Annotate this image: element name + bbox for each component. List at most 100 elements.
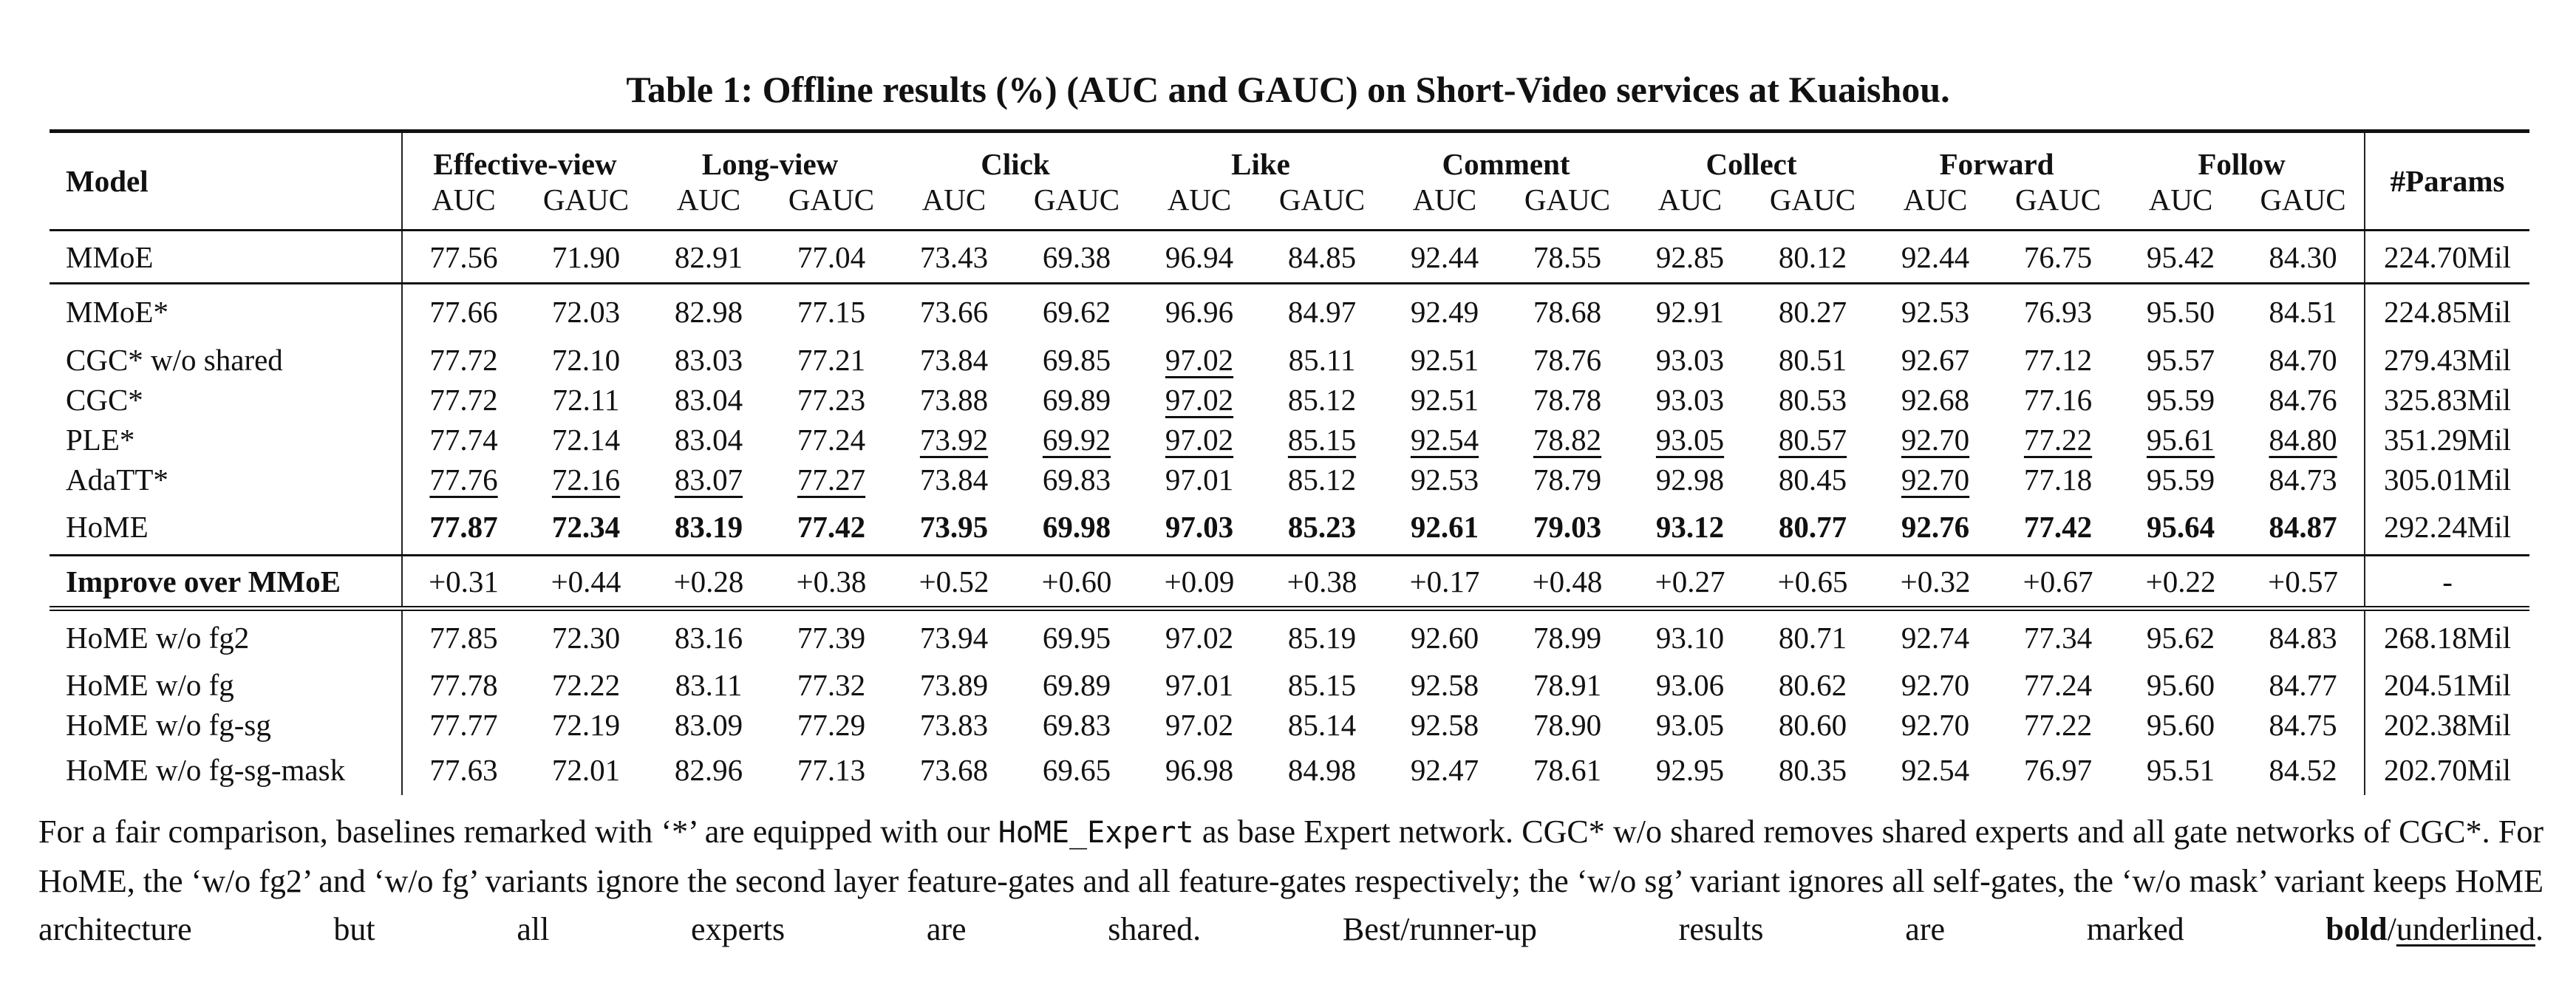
table-cell: 77.24: [1997, 665, 2119, 705]
table-cell: 77.27: [770, 460, 893, 499]
table-cell: 77.22: [1997, 420, 2119, 460]
table-cell: 80.27: [1751, 284, 1874, 340]
table-cell: 83.19: [647, 499, 770, 556]
metric-value: +0.38: [796, 564, 867, 599]
caption-code: HoME_Expert: [998, 816, 1194, 850]
table-cell: 85.15: [1261, 665, 1383, 705]
metric-value: 78.90: [1533, 707, 1602, 742]
metric-value: 80.53: [1778, 382, 1847, 417]
table-cell: 85.12: [1261, 380, 1383, 420]
metric-value: 92.91: [1655, 295, 1725, 330]
table-cell: 84.51: [2242, 284, 2365, 340]
table-cell: 69.83: [1015, 705, 1138, 745]
metric-value: 79.03: [1533, 509, 1602, 544]
metric-value: 83.09: [674, 707, 743, 742]
metric-value: 92.53: [1901, 295, 1970, 330]
params-value: 351.29Mil: [2364, 419, 2530, 460]
group-header: Like: [1231, 146, 1290, 181]
table-cell: 84.80: [2242, 420, 2365, 460]
table-cell: 92.51: [1383, 380, 1506, 420]
table-cell: 72.10: [525, 340, 647, 380]
model-name: PLE*: [50, 419, 403, 460]
metric-value: 96.94: [1165, 239, 1234, 274]
table-cell: 77.32: [770, 665, 893, 705]
metric-header: GAUC: [2014, 182, 2102, 216]
metric-value: 80.77: [1778, 509, 1847, 544]
metric-value: 77.63: [429, 752, 498, 787]
metric-value: 84.80: [2269, 422, 2337, 457]
metric-value: 73.94: [919, 621, 989, 655]
metric-value: 77.39: [797, 621, 866, 655]
table-cell: 77.21: [770, 340, 893, 380]
metric-value: 84.52: [2269, 752, 2337, 787]
metric-value: 73.84: [919, 342, 989, 377]
table-cell: 97.02: [1138, 609, 1261, 665]
table-cell: 73.43: [893, 231, 1015, 284]
metric-value: 85.11: [1288, 342, 1356, 377]
metric-value: 95.59: [2146, 462, 2215, 497]
metric-value: 92.60: [1410, 621, 1479, 655]
table-cell: 84.97: [1261, 284, 1383, 340]
metric-value: 77.15: [797, 295, 866, 330]
metric-header: GAUC: [542, 182, 630, 216]
params-value: -: [2364, 555, 2530, 609]
table-cell: 82.91: [647, 231, 770, 284]
metric-value: 77.12: [2023, 342, 2093, 377]
metric-value: 93.06: [1655, 667, 1725, 702]
table-cell: 78.82: [1506, 420, 1629, 460]
metric-value: 80.35: [1778, 752, 1847, 787]
table-cell: 92.44: [1383, 231, 1506, 284]
table-cell: 77.78: [402, 665, 525, 705]
metric-value: 95.61: [2146, 422, 2215, 457]
table-cell: 84.85: [1261, 231, 1383, 284]
table-cell: 85.14: [1261, 705, 1383, 745]
metric-value: 93.03: [1655, 382, 1725, 417]
metric-value: 85.12: [1287, 462, 1357, 497]
table-cell: +0.22: [2119, 556, 2242, 609]
metric-value: 77.72: [429, 382, 498, 417]
metric-value: 93.05: [1655, 422, 1725, 457]
metric-header: AUC: [1903, 182, 1968, 216]
table-cell: 77.87: [402, 499, 525, 556]
model-name: HoME w/o fg-sg: [50, 704, 403, 745]
metric-value: +0.48: [1532, 564, 1603, 599]
table-cell: 82.98: [647, 284, 770, 340]
metric-value: 69.83: [1042, 707, 1111, 742]
table-cell: 78.79: [1506, 460, 1629, 499]
table-cell: +0.44: [525, 556, 647, 609]
metric-value: 82.91: [674, 239, 743, 274]
metric-value: 92.47: [1410, 752, 1479, 787]
table-cell: +0.38: [1261, 556, 1383, 609]
metric-value: 73.66: [919, 295, 989, 330]
table-cell: 77.04: [770, 231, 893, 284]
metric-value: 73.92: [919, 422, 989, 457]
metric-value: 92.95: [1655, 752, 1725, 787]
metric-value: 92.54: [1901, 752, 1970, 787]
table-cell: 92.58: [1383, 665, 1506, 705]
metric-value: 97.02: [1165, 422, 1234, 457]
table-cell: 92.53: [1383, 460, 1506, 499]
metric-value: 73.88: [919, 382, 989, 417]
table-cell: 77.42: [1997, 499, 2119, 556]
table-cell: 85.23: [1261, 499, 1383, 556]
table-cell: 69.38: [1015, 231, 1138, 284]
table-cell: 78.61: [1506, 745, 1629, 795]
metric-value: +0.67: [2023, 564, 2093, 599]
table-cell: 83.07: [647, 460, 770, 499]
metric-value: 95.42: [2146, 239, 2215, 274]
metric-value: 96.96: [1165, 295, 1234, 330]
table-cell: 85.11: [1261, 340, 1383, 380]
metric-value: +0.60: [1041, 564, 1112, 599]
table-cell: 77.39: [770, 609, 893, 665]
table-cell: 69.92: [1015, 420, 1138, 460]
table-cell: 85.15: [1261, 420, 1383, 460]
model-name: MMoE*: [50, 283, 403, 340]
table-cell: 69.89: [1015, 665, 1138, 705]
table-cell: 92.61: [1383, 499, 1506, 556]
metric-value: 77.78: [429, 667, 498, 702]
table-cell: 84.98: [1261, 745, 1383, 795]
metric-value: 77.77: [429, 707, 498, 742]
metric-header: GAUC: [1033, 182, 1120, 216]
table-cell: 83.03: [647, 340, 770, 380]
table-cell: 80.51: [1751, 340, 1874, 380]
